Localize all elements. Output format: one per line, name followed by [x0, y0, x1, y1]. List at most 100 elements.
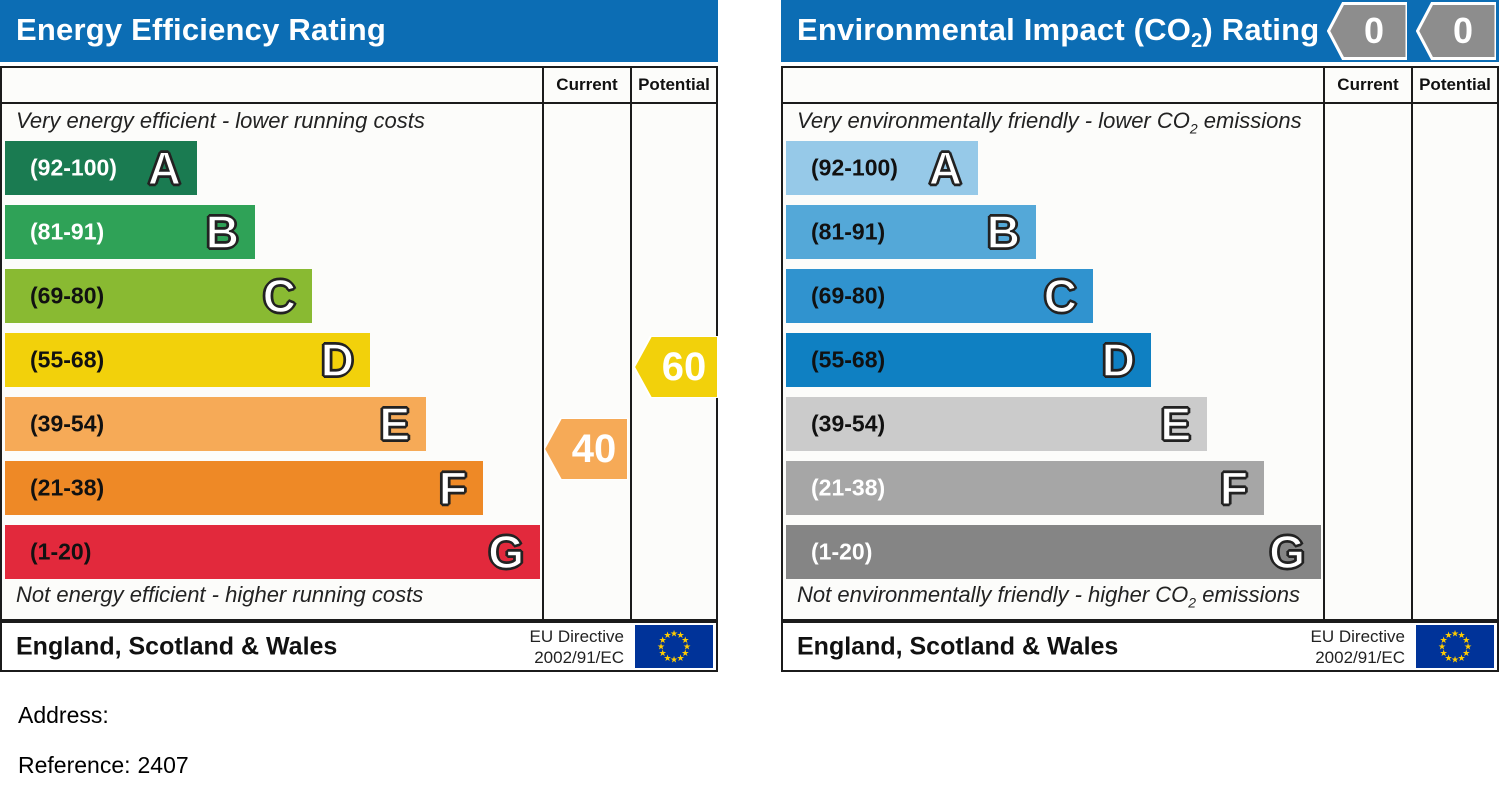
band-b: (81-91) B [786, 205, 1036, 259]
current-rating-value: 0 [1363, 10, 1385, 51]
band-b-letter: B [986, 206, 1021, 258]
band-d-range: (55-68) [30, 346, 105, 373]
band-a: (92-100) A [786, 141, 978, 195]
svg-text:★: ★ [663, 654, 671, 664]
band-a-letter: A [928, 142, 963, 194]
energy-chart-title: Energy Efficiency Rating [16, 12, 387, 47]
potential-column-divider [1411, 68, 1413, 619]
eu-directive-label: EU Directive 2002/91/EC [530, 626, 624, 668]
potential-column-header: Potential [1419, 75, 1491, 94]
co2-title-post: ) Rating [1202, 12, 1320, 47]
current-column-divider [542, 68, 544, 619]
bottom-caption: Not environmentally friendly - higher CO… [797, 582, 1300, 611]
reference-label: Reference: [18, 752, 131, 778]
svg-text:★: ★ [1457, 654, 1465, 664]
environmental-impact-chart: Environmental Impact (CO2) Rating 0 0 Cu… [781, 0, 1499, 672]
svg-text:★: ★ [1440, 636, 1448, 646]
svg-text:★: ★ [1440, 649, 1448, 659]
svg-text:★: ★ [1444, 631, 1452, 641]
address-line: Address: [18, 702, 109, 729]
band-c-letter: C [1043, 270, 1078, 322]
co2-chart-title: Environmental Impact (CO2) Rating [797, 0, 1319, 60]
footer-region-label: England, Scotland & Wales [16, 632, 338, 660]
svg-text:★: ★ [681, 649, 689, 659]
energy-chart-header: Energy Efficiency Rating [0, 0, 718, 62]
address-label: Address: [18, 702, 109, 728]
band-g: (1-20) G [786, 525, 1321, 579]
svg-text:★: ★ [670, 630, 678, 640]
band-f-range: (21-38) [811, 474, 886, 501]
left-arrow-icon [1327, 2, 1407, 60]
left-arrow-icon [1416, 2, 1496, 60]
band-c-range: (69-80) [30, 282, 105, 309]
svg-text:★: ★ [659, 636, 667, 646]
left-arrow-icon [634, 336, 718, 398]
band-f-letter: F [438, 462, 468, 514]
band-a: (92-100) A [5, 141, 197, 195]
potential-column-divider [630, 68, 632, 619]
potential-rating-badge: 0 [1416, 2, 1496, 60]
current-rating-arrow: 40 [544, 418, 628, 480]
co2-title-sub: 2 [1191, 30, 1203, 53]
reference-line: Reference: 2407 [18, 752, 189, 779]
band-c-letter: C [262, 270, 297, 322]
band-f: (21-38) F [786, 461, 1264, 515]
svg-text:★: ★ [663, 631, 671, 641]
svg-text:★: ★ [676, 631, 684, 641]
eu-directive-label: EU Directive 2002/91/EC [1311, 626, 1405, 668]
band-d: (55-68) D [5, 333, 370, 387]
column-header-divider [2, 102, 716, 104]
current-rating-value: 40 [571, 426, 617, 471]
current-column-header: Current [1337, 75, 1399, 94]
eu-directive-line2: 2002/91/EC [1315, 647, 1405, 667]
energy-efficiency-chart: Energy Efficiency Rating Current Potenti… [0, 0, 718, 672]
top-caption: Very energy efficient - lower running co… [16, 108, 425, 133]
footer-region-label: England, Scotland & Wales [797, 632, 1119, 660]
band-c: (69-80) C [5, 269, 312, 323]
co2-chart-body: Current Potential Very environmentally f… [781, 66, 1499, 621]
band-g-letter: G [487, 526, 524, 578]
svg-text:★: ★ [1462, 649, 1470, 659]
svg-text:★: ★ [676, 654, 684, 664]
svg-text:★: ★ [681, 636, 689, 646]
band-e: (39-54) E [5, 397, 426, 451]
band-e-letter: E [1160, 398, 1192, 450]
svg-text:★: ★ [1457, 631, 1465, 641]
energy-chart-body: Current Potential Very energy efficient … [0, 66, 718, 621]
svg-text:★: ★ [1464, 643, 1472, 653]
eu-directive-line1: EU Directive [529, 626, 624, 646]
bottom-caption: Not energy efficient - higher running co… [16, 582, 424, 607]
band-g-range: (1-20) [30, 538, 92, 565]
eu-directive-line2: 2002/91/EC [534, 647, 624, 667]
band-d: (55-68) D [786, 333, 1151, 387]
current-column-header: Current [556, 75, 618, 94]
band-c-range: (69-80) [811, 282, 886, 309]
band-g-letter: G [1268, 526, 1305, 578]
svg-text:★: ★ [1462, 636, 1470, 646]
band-b: (81-91) B [5, 205, 255, 259]
band-a-range: (92-100) [30, 154, 117, 181]
band-b-range: (81-91) [811, 218, 886, 245]
eu-flag-icon: ★★★ ★★★ ★★★ ★★★ [1416, 625, 1494, 668]
band-b-letter: B [205, 206, 240, 258]
svg-text:★: ★ [1451, 630, 1459, 640]
band-f-letter: F [1219, 462, 1249, 514]
svg-text:★: ★ [659, 649, 667, 659]
band-d-letter: D [320, 334, 355, 386]
band-g-range: (1-20) [811, 538, 873, 565]
band-f: (21-38) F [5, 461, 483, 515]
svg-text:★: ★ [1438, 643, 1446, 653]
svg-text:★: ★ [1444, 654, 1452, 664]
eu-directive-line1: EU Directive [1310, 626, 1405, 646]
band-e-range: (39-54) [30, 410, 105, 437]
band-e-letter: E [379, 398, 411, 450]
potential-rating-value: 60 [661, 344, 707, 389]
band-b-range: (81-91) [30, 218, 105, 245]
band-c: (69-80) C [786, 269, 1093, 323]
svg-text:★: ★ [683, 643, 691, 653]
band-f-range: (21-38) [30, 474, 105, 501]
reference-value: 2407 [137, 752, 189, 778]
band-g: (1-20) G [5, 525, 540, 579]
svg-text:★: ★ [670, 656, 678, 666]
